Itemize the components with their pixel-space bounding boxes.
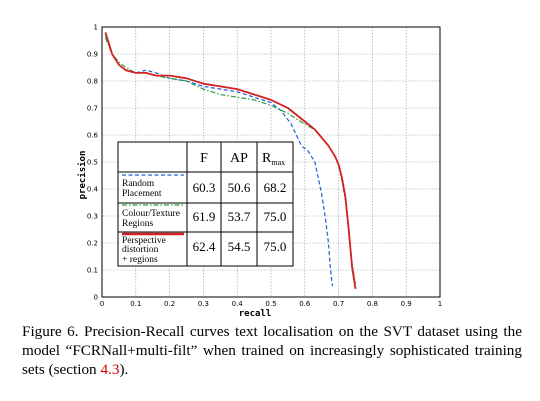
x-tick-label: 0.7 xyxy=(333,300,344,308)
legend-f-value: 60.3 xyxy=(193,180,216,195)
x-tick-label: 0.3 xyxy=(198,300,209,308)
legend-rmax-value: 75.0 xyxy=(264,239,287,254)
x-tick-label: 0.9 xyxy=(401,300,412,308)
legend: F AP Rmax Random Placement 60.3 50.6 68.… xyxy=(117,141,294,267)
legend-ap-value: 53.7 xyxy=(228,209,251,224)
legend-label: + regions xyxy=(122,255,158,265)
chart-series xyxy=(104,32,357,290)
caption-text: Figure 6. Precision-Recall curves text l… xyxy=(22,323,522,378)
x-tick-label: 0.4 xyxy=(232,300,244,308)
legend-label: Perspective xyxy=(122,236,166,246)
legend-header-rmax: Rmax xyxy=(262,151,285,167)
y-tick-label: 0.3 xyxy=(87,213,98,221)
legend-ap-value: 54.5 xyxy=(228,239,251,254)
axis-ticks: 0 0.1 0.2 0.3 0.4 0.5 0.6 0.7 0.8 0.9 1 0 0.1 0.2 0.3 0… xyxy=(87,24,442,309)
y-tick-label: 0.1 xyxy=(87,267,98,275)
series-line-0 xyxy=(104,34,334,287)
y-tick-label: 0.6 xyxy=(87,132,99,140)
y-tick-label: 0 xyxy=(94,294,98,302)
plot-frame xyxy=(101,26,441,298)
legend-box xyxy=(117,141,294,267)
y-tick-label: 0.4 xyxy=(87,186,99,194)
legend-label: Placement xyxy=(122,189,162,199)
legend-label: distortion xyxy=(122,245,159,255)
y-tick-label: 0.2 xyxy=(87,240,98,248)
legend-f-value: 62.4 xyxy=(193,239,216,254)
x-axis-label: recall xyxy=(239,309,272,319)
x-tick-label: 1 xyxy=(438,300,442,308)
y-tick-label: 0.7 xyxy=(87,105,98,113)
legend-header-ap: AP xyxy=(230,151,248,166)
series-line-1 xyxy=(104,37,357,284)
x-tick-label: 0 xyxy=(100,300,104,308)
section-reference-link[interactable]: 4.3 xyxy=(100,361,120,378)
caption-text-end: ). xyxy=(119,361,129,378)
x-tick-label: 0.1 xyxy=(130,300,141,308)
legend-header-max: max xyxy=(271,158,285,167)
legend-f-value: 61.9 xyxy=(193,209,216,224)
legend-label: Regions xyxy=(122,219,153,229)
legend-label: Random xyxy=(122,179,155,189)
legend-label: Colour/Texture xyxy=(122,209,180,219)
legend-rmax-value: 75.0 xyxy=(264,209,287,224)
y-tick-label: 1 xyxy=(94,24,98,32)
x-tick-label: 0.8 xyxy=(367,300,378,308)
legend-header-f: F xyxy=(200,151,208,166)
series-line-2 xyxy=(104,32,357,290)
legend-ap-value: 50.6 xyxy=(228,180,251,195)
x-tick-label: 0.5 xyxy=(265,300,276,308)
y-tick-label: 0.8 xyxy=(87,78,98,86)
y-tick-label: 0.9 xyxy=(87,51,98,59)
x-tick-label: 0.2 xyxy=(164,300,175,308)
x-tick-label: 0.6 xyxy=(299,300,311,308)
y-tick-label: 0.5 xyxy=(87,159,98,167)
figure-caption: Figure 6. Precision-Recall curves text l… xyxy=(22,322,522,379)
y-axis-label: precision xyxy=(77,151,88,200)
legend-rmax-value: 68.2 xyxy=(264,180,287,195)
legend-header-r: R xyxy=(262,151,272,166)
